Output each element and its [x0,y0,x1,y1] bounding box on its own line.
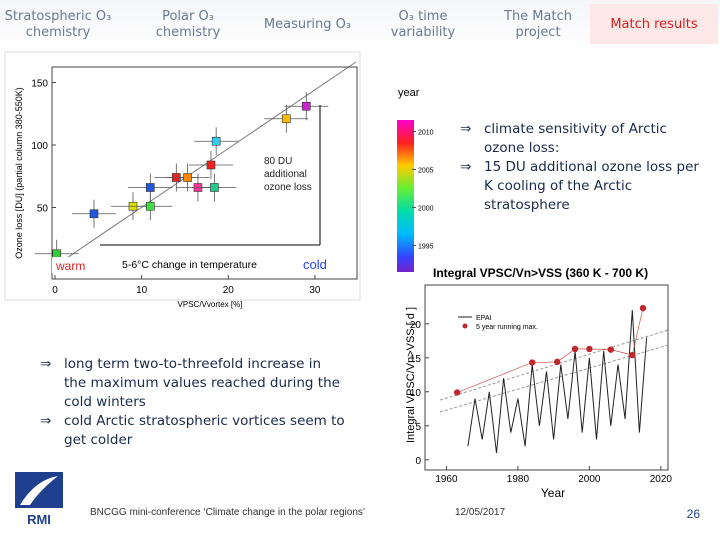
nav-tab[interactable]: Polar O₃ chemistry [155,9,221,40]
left-bullets: ⇒ long term two-to-threefold increase in … [40,355,345,450]
bullet-text: cold Arctic stratospheric vortices seem … [64,413,345,448]
colorbar-tick-label: 2010 [418,129,434,136]
nav-tab-active[interactable]: Match results [610,17,698,32]
figure-title: Integral VPSC/Vn>VSS (360 K - 700 K) [433,266,648,280]
x-tick-label: 0 [52,285,58,296]
cold-bg [298,255,350,272]
max-point [453,389,461,396]
plot-frame [51,66,358,280]
annotation-line: ozone loss [264,182,312,193]
bullet-marker: ⇒ [460,159,472,175]
max-point [639,304,647,312]
fit-line [54,61,357,267]
bullet-text: long term two-to-threefold increase in t… [64,356,340,410]
y-tick-label: 0 [415,456,421,467]
footer-conference: BNCGG mini-conference ‘Climate change in… [90,507,365,518]
rmi-logo: RMI [15,472,63,527]
data-point [183,173,192,182]
x-tick-label: 1960 [435,474,458,485]
warm-label: warm [55,259,85,273]
vpsc-figure: Integral VPSC/Vn>VSS (360 K - 700 K) 1960… [405,266,672,500]
logo-text: RMI [27,512,51,527]
legend-swatch [462,323,468,329]
nav-tab[interactable]: The Match project [504,9,572,40]
max-point [586,345,593,353]
annotation-line: 80 DU [264,156,292,167]
colorbar-tick-label: 2005 [418,167,434,174]
cold-label: cold [303,257,327,272]
y-tick-label: 15 [410,354,422,365]
colorbar-title: year [398,87,420,99]
epai-line [467,310,648,454]
data-point [210,183,219,192]
max-point [571,345,579,353]
change-label: 5-6°C change in temperature [122,259,257,271]
colorbar-tick-label: 1995 [418,243,434,250]
y-tick-label: 10 [410,388,422,399]
colorbar [397,120,414,272]
annotation-line: additional [264,169,307,180]
bullet-marker: ⇒ [40,413,52,429]
x-tick-label: 20 [223,285,235,296]
y-tick-label: 100 [31,141,48,152]
bullet: ⇒ long term two-to-threefold increase in … [40,355,345,412]
data-point [211,136,221,146]
x-tick-label: 2000 [578,474,601,485]
x-tick-label: 30 [309,285,321,296]
bullet-text: 15 DU additional ozone loss per K coolin… [484,159,699,213]
colorbar-tick-label: 2000 [418,205,434,212]
data-point [89,209,99,219]
bullet-marker: ⇒ [460,121,472,137]
data-point [282,114,291,124]
data-point [146,201,155,211]
bullet: ⇒ climate sensitivity of Arctic ozone los… [460,120,710,158]
right-bullets: ⇒ climate sensitivity of Arctic ozone los… [460,120,710,215]
max-point [629,351,636,359]
plot-frame [424,284,669,471]
footer-date: 12/05/2017 [455,507,505,518]
x-tick-label: 1980 [507,474,530,485]
data-point [146,183,155,192]
y-tick-label: 150 [31,79,48,90]
nav-tab[interactable]: Stratospheric O₃ chemistry [4,9,112,40]
bullet: ⇒ 15 DU additional ozone loss per K cooli… [460,158,710,215]
ozone-figure: 0 10 20 30 50 100 150 Ozone loss [DU] (partial … [14,61,434,309]
bullet-marker: ⇒ [40,356,52,372]
max-point [607,346,615,353]
y-axis-label: Ozone loss [DU] (partial column 380-550K… [14,87,24,259]
data-point [52,249,62,259]
bullet: ⇒ cold Arctic stratospheric vortices seem… [40,412,345,450]
max-line [457,308,644,393]
legend-label: 5 year running max. [476,324,538,331]
warm-bg [52,257,92,273]
x-axis-label: Year [541,486,565,500]
x-tick-label: 2020 [650,474,673,485]
bullet-text: climate sensitivity of Arctic ozone loss… [484,121,667,156]
y-tick-label: 50 [37,204,49,215]
data-point [301,101,311,111]
annotation: 80 DU additional ozone loss [264,156,312,193]
max-point [529,359,536,366]
x-axis-label: VPSC/Vvortex [%] [178,300,243,309]
active-tab-bg [590,4,718,44]
max-point [554,358,561,366]
y-tick-label: 20 [410,320,422,331]
nav-tab[interactable]: O₃ time variability [390,9,456,40]
data-point [206,160,216,170]
legend-label: EPAI [476,315,491,322]
nav-tab[interactable]: Measuring O₃ [263,17,352,32]
x-tick-label: 10 [136,285,148,296]
y-axis-label: Integral VPSC/Vn>VSS [ d ] [405,307,417,443]
y-tick-label: 5 [415,422,421,433]
page-number: 26 [687,507,701,521]
